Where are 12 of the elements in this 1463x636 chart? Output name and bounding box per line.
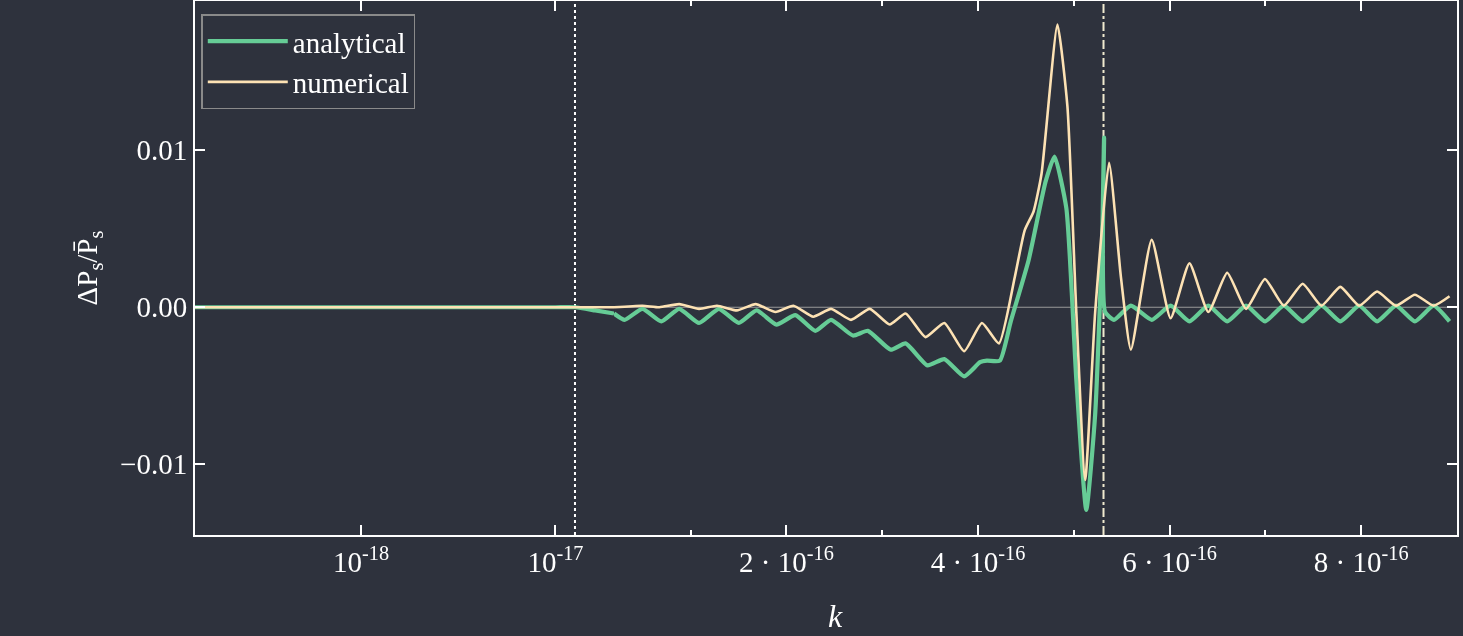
x-tick-label: 6 · 10$^{-16}$ xyxy=(1122,541,1217,578)
x-tick-label: 8 · 10$^{-16}$ xyxy=(1313,541,1409,578)
x-tick-label: 4 · 10$^{-16}$ xyxy=(930,541,1026,578)
x-tick-label: 2 · 10$^{-16}$ xyxy=(739,541,834,578)
x-axis-title: k xyxy=(828,598,843,634)
legend-label: analytical xyxy=(292,26,406,59)
x-tick-label: 10$^{-17}$ xyxy=(527,541,584,578)
y-tick-label: 0.00 xyxy=(136,291,188,324)
y-tick-label: 0.01 xyxy=(136,134,188,167)
y-tick-label: −0.01 xyxy=(120,448,188,481)
x-tick-label: 10$^{-18}$ xyxy=(333,541,390,578)
legend-label: numerical xyxy=(292,67,409,100)
